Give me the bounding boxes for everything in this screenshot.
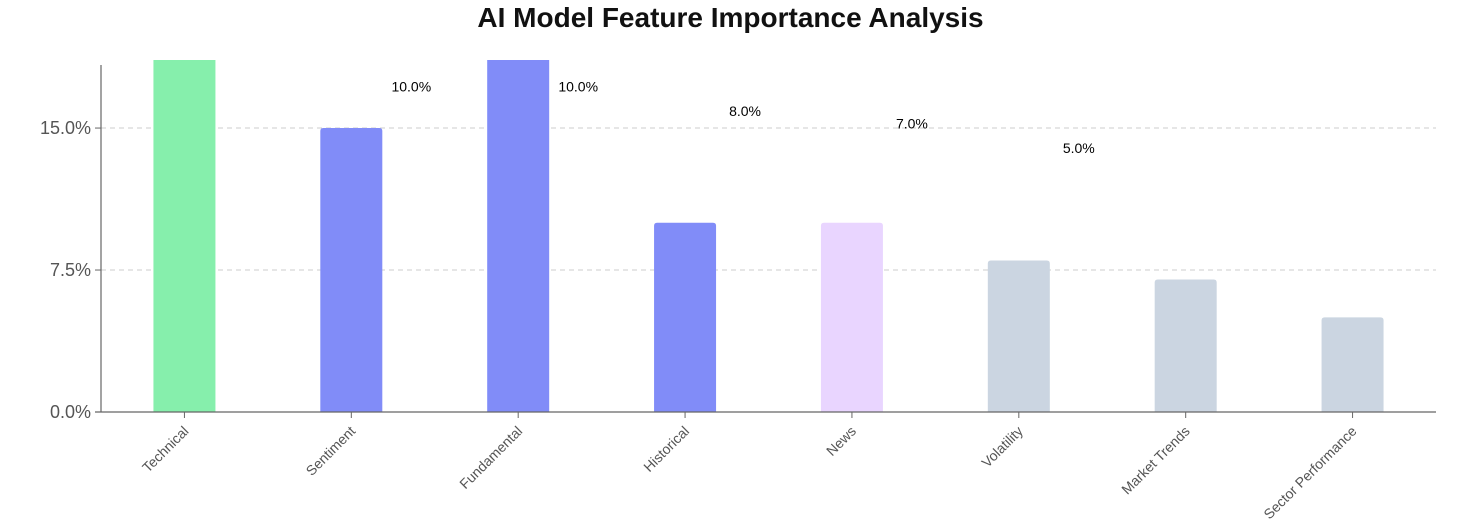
- x-tick-labels: Technical Sentiment Fundamental Historical N…: [139, 423, 1360, 522]
- data-label: 5.0%: [1063, 140, 1095, 156]
- axes: [95, 65, 1436, 418]
- data-label: 10.0%: [558, 78, 598, 94]
- bar-market-trends[interactable]: [1154, 279, 1217, 412]
- x-tick-label: Sector Performance: [1260, 423, 1359, 522]
- grid-lines: [101, 127, 1436, 271]
- bar-sentiment[interactable]: [320, 128, 383, 412]
- y-tick-label: 7.5%: [50, 260, 91, 280]
- data-label: 10.0%: [391, 78, 431, 94]
- x-tick-label: Sentiment: [303, 423, 359, 479]
- chart-title: AI Model Feature Importance Analysis: [477, 2, 984, 33]
- x-tick-label: Fundamental: [456, 423, 525, 492]
- x-tick-label: News: [823, 423, 859, 459]
- y-tick-label: 0.0%: [50, 402, 91, 422]
- bar-fundamental[interactable]: [487, 33, 550, 412]
- data-labels: 10.0% 10.0% 8.0% 7.0% 5.0%: [391, 78, 1094, 156]
- x-tick-label: Volatility: [978, 423, 1026, 471]
- x-tick-label: Market Trends: [1118, 423, 1193, 498]
- bar-historical[interactable]: [654, 222, 717, 412]
- y-tick-labels: 0.0% 7.5% 15.0%: [40, 118, 91, 422]
- x-tick-label: Technical: [139, 423, 192, 476]
- bar-volatility[interactable]: [987, 260, 1050, 412]
- bar-sector-performance[interactable]: [1321, 317, 1384, 412]
- y-tick-label: 15.0%: [40, 118, 91, 138]
- bar-technical[interactable]: [153, 0, 216, 412]
- bar-news[interactable]: [820, 222, 883, 412]
- data-label: 8.0%: [729, 103, 761, 119]
- x-tick-label: Historical: [640, 423, 692, 475]
- data-label: 7.0%: [896, 115, 928, 131]
- bars: [153, 0, 1384, 412]
